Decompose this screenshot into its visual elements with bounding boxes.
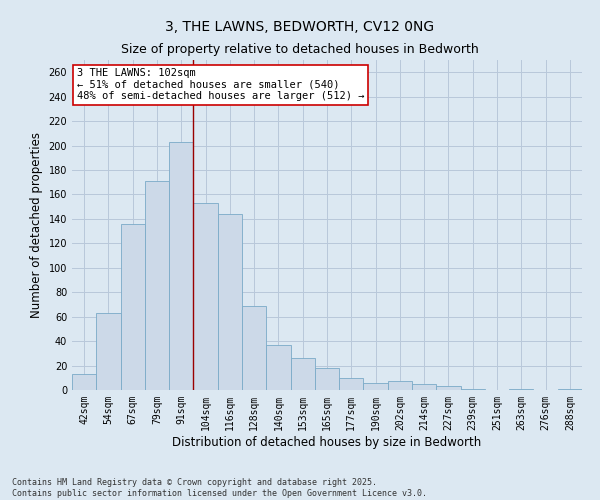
Bar [412,384,436,390]
Bar [558,389,582,390]
Text: Contains HM Land Registry data © Crown copyright and database right 2025.
Contai: Contains HM Land Registry data © Crown c… [12,478,427,498]
Text: 3 THE LAWNS: 102sqm
← 51% of detached houses are smaller (540)
48% of semi-detac: 3 THE LAWNS: 102sqm ← 51% of detached ho… [77,68,365,102]
Bar [218,214,242,390]
Bar [290,358,315,390]
Bar [72,374,96,390]
Bar [339,378,364,390]
Bar [121,224,145,390]
Bar [96,313,121,390]
Y-axis label: Number of detached properties: Number of detached properties [30,132,43,318]
Bar [388,382,412,390]
Bar [266,345,290,390]
Bar [242,306,266,390]
Text: Size of property relative to detached houses in Bedworth: Size of property relative to detached ho… [121,42,479,56]
X-axis label: Distribution of detached houses by size in Bedworth: Distribution of detached houses by size … [172,436,482,448]
Bar [169,142,193,390]
Bar [509,389,533,390]
Bar [364,382,388,390]
Bar [436,386,461,390]
Bar [461,389,485,390]
Bar [145,181,169,390]
Text: 3, THE LAWNS, BEDWORTH, CV12 0NG: 3, THE LAWNS, BEDWORTH, CV12 0NG [166,20,434,34]
Bar [315,368,339,390]
Bar [193,203,218,390]
